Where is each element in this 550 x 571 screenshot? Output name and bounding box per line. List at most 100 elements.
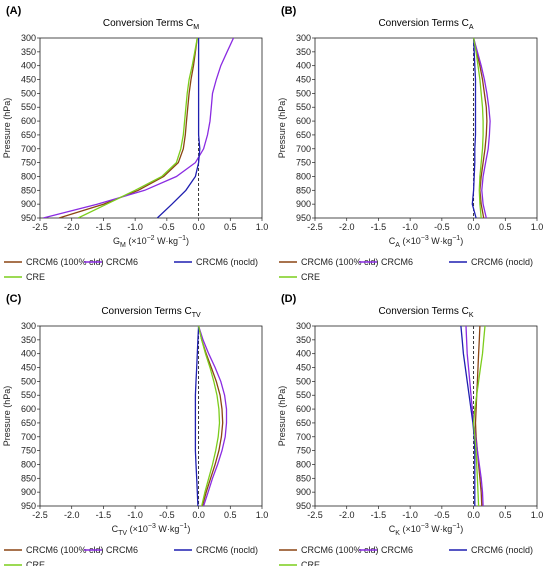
y-axis-label: Pressure (hPa): [277, 386, 287, 447]
x-axis-label-part: −3: [421, 523, 429, 530]
x-tick-label: -1.0: [127, 510, 143, 520]
series-line-cre: [472, 326, 486, 506]
chart-title-main: Conversion Terms C: [378, 18, 468, 29]
x-axis-label-part: W·kg: [429, 524, 453, 534]
y-tick-label: 550: [296, 390, 311, 400]
series-line-crcm6-nocld: [156, 38, 201, 218]
legend-entry-label: CRE: [26, 272, 45, 282]
legend-entry-label: CRCM6 (nocld): [471, 257, 533, 267]
y-tick-label: 650: [21, 418, 36, 428]
y-axis-label: Pressure (hPa): [277, 98, 287, 159]
y-tick-label: 950: [21, 213, 36, 223]
y-tick-label: 500: [296, 376, 311, 386]
x-axis-label-part: −2: [147, 235, 155, 242]
y-tick-label: 750: [21, 446, 36, 456]
series-line-crcm6: [43, 38, 235, 218]
series-line-crcm6-100-cld: [472, 38, 488, 218]
y-tick-label: 850: [21, 473, 36, 483]
x-tick-label: 0.0: [192, 510, 205, 520]
y-tick-label: 450: [21, 363, 36, 373]
x-tick-label: -1.0: [127, 222, 143, 232]
y-tick-label: 450: [296, 363, 311, 373]
series-line-cre: [77, 38, 198, 218]
y-tick-label: 900: [296, 199, 311, 209]
y-tick-label: 350: [296, 47, 311, 57]
x-tick-label: 0.0: [467, 510, 480, 520]
y-tick-label: 300: [296, 321, 311, 331]
x-tick-label: -1.0: [402, 222, 418, 232]
y-tick-label: 950: [296, 213, 311, 223]
panel-label: (D): [281, 293, 297, 305]
y-tick-label: 700: [21, 144, 36, 154]
x-axis-label-part: (×10: [127, 524, 148, 534]
x-tick-label: -2.5: [307, 222, 323, 232]
y-tick-label: 850: [296, 185, 311, 195]
x-tick-label: 0.5: [499, 222, 512, 232]
series-line-crcm6-100-cld: [58, 38, 198, 218]
y-tick-label: 400: [296, 349, 311, 359]
x-tick-label: -1.5: [96, 222, 112, 232]
x-tick-label: 0.5: [499, 510, 512, 520]
chart-title: Conversion Terms CK: [378, 306, 473, 319]
y-tick-label: 650: [296, 418, 311, 428]
x-axis-label-part: W·kg: [429, 236, 453, 246]
chart-title: Conversion Terms CA: [378, 18, 473, 31]
x-axis-label-part: W·kg: [156, 524, 180, 534]
x-tick-label: 0.0: [467, 222, 480, 232]
chart-title: Conversion Terms CM: [103, 18, 199, 31]
chart-title-main: Conversion Terms C: [101, 306, 191, 317]
series-line-crcm6-100-cld: [474, 326, 483, 506]
y-tick-label: 700: [21, 432, 36, 442]
legend-entry-label: CRCM6 (nocld): [471, 545, 533, 555]
y-tick-label: 350: [296, 335, 311, 345]
x-tick-label: -2.0: [64, 510, 80, 520]
legend-entry-label: CRCM6 (100% cld): [26, 545, 104, 555]
x-tick-label: 1.0: [531, 510, 544, 520]
y-tick-label: 650: [21, 130, 36, 140]
x-tick-label: -0.5: [159, 222, 175, 232]
y-tick-label: 800: [296, 171, 311, 181]
y-tick-label: 900: [21, 487, 36, 497]
x-axis-label-part: C: [389, 236, 396, 246]
y-axis-label: Pressure (hPa): [2, 98, 12, 159]
chart-title-subscript: TV: [192, 312, 201, 319]
chart-title-main: Conversion Terms C: [378, 306, 468, 317]
x-axis-label-part: G: [113, 236, 120, 246]
x-tick-label: -1.0: [402, 510, 418, 520]
x-axis-label: CK (×10−3 W·kg−1): [389, 523, 463, 537]
x-tick-label: -2.5: [307, 510, 323, 520]
y-tick-label: 350: [21, 335, 36, 345]
legend-entry-label: CRCM6: [106, 545, 138, 555]
series-line-crcm6: [197, 326, 228, 506]
x-axis-label: CA (×10−3 W·kg−1): [389, 235, 463, 249]
x-tick-label: -1.5: [371, 510, 387, 520]
y-tick-label: 350: [21, 47, 36, 57]
chart-title-subscript: M: [193, 24, 199, 31]
x-axis-label-part: K: [395, 530, 400, 537]
y-tick-label: 500: [296, 88, 311, 98]
y-tick-label: 900: [21, 199, 36, 209]
y-tick-label: 300: [296, 33, 311, 43]
chart-panel-4: (D)Conversion Terms CK300350400450500550…: [277, 293, 544, 570]
x-axis-label-part: −3: [421, 235, 429, 242]
y-tick-label: 550: [296, 102, 311, 112]
y-tick-label: 950: [296, 501, 311, 511]
y-tick-label: 700: [296, 144, 311, 154]
y-tick-label: 500: [21, 88, 36, 98]
x-axis-label-part: TV: [118, 530, 127, 537]
y-tick-label: 550: [21, 102, 36, 112]
legend-entry-label: CRE: [26, 560, 45, 566]
x-axis-label-part: −1: [452, 523, 460, 530]
legend-entry-label: CRCM6 (nocld): [196, 545, 258, 555]
chart-panel-3: (C)Conversion Terms CTV30035040045050055…: [2, 293, 268, 570]
y-tick-label: 450: [296, 75, 311, 85]
x-axis-label-part: −1: [179, 523, 187, 530]
x-tick-label: -2.0: [339, 222, 355, 232]
x-tick-label: -2.0: [64, 222, 80, 232]
x-axis-label-part: −1: [178, 235, 186, 242]
x-axis-label-part: ): [186, 236, 189, 246]
legend-entry-label: CRE: [301, 560, 320, 566]
y-tick-label: 750: [296, 446, 311, 456]
series-line-cre: [472, 38, 484, 218]
